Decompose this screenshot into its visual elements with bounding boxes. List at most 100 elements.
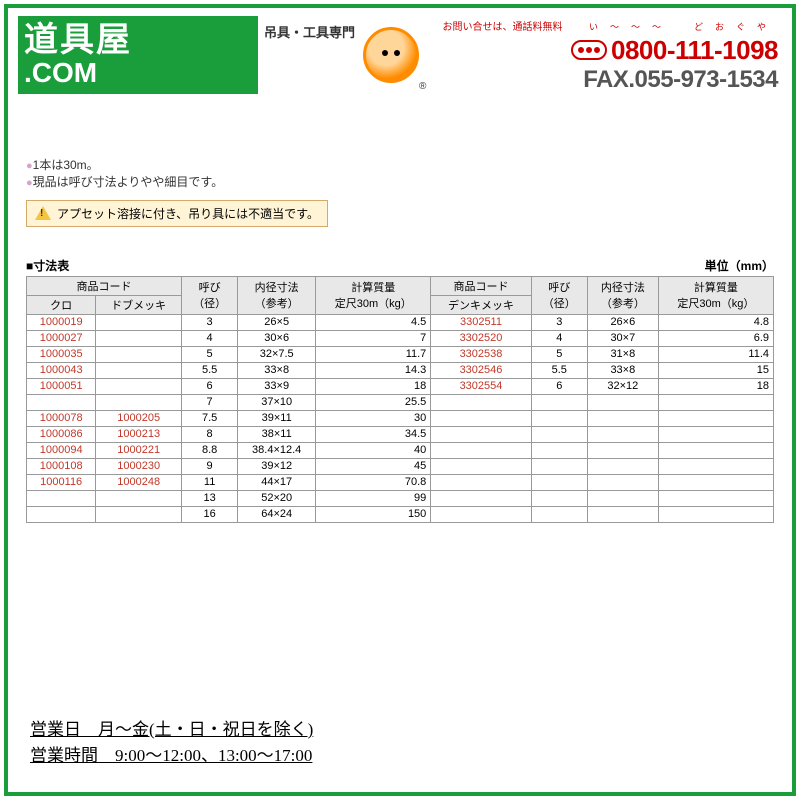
note-1: 1本は30m。: [33, 158, 99, 172]
cell-naikei2: [587, 426, 658, 442]
th-mass2: 計算質量定尺30m（kg）: [658, 276, 773, 314]
warning-icon: [35, 206, 51, 220]
cell-naikei: 33×9: [238, 378, 316, 394]
table-row: 100011610002481144×1770.8: [27, 474, 774, 490]
cell-mass2: 18: [658, 378, 773, 394]
cell-kuro: 1000027: [27, 330, 96, 346]
cell-naikei: 30×6: [238, 330, 316, 346]
cell-naikei: 38.4×12.4: [238, 442, 316, 458]
cell-mass2: 6.9: [658, 330, 773, 346]
phone-number: 0800-111-1098: [611, 35, 778, 66]
cell-denki: [431, 474, 531, 490]
cell-kuro: 1000116: [27, 474, 96, 490]
cell-yobi2: 3: [531, 314, 587, 330]
cell-denki: 3302520: [431, 330, 531, 346]
cell-kuro: [27, 506, 96, 522]
th-code: 商品コード: [27, 276, 182, 295]
cell-dobu: [96, 490, 182, 506]
cell-mass: 14.3: [316, 362, 431, 378]
cell-denki: 3302554: [431, 378, 531, 394]
cell-yobi: 7.5: [182, 410, 238, 426]
cell-yobi: 3: [182, 314, 238, 330]
table-title: ■寸法表: [26, 257, 69, 274]
cell-mass: 4.5: [316, 314, 431, 330]
cell-naikei: 44×17: [238, 474, 316, 490]
cell-yobi: 8.8: [182, 442, 238, 458]
th-naikei2: 内径寸法（参考）: [587, 276, 658, 314]
cell-kuro: 1000043: [27, 362, 96, 378]
bullet-icon: ●: [26, 177, 33, 189]
registered-mark: ®: [419, 81, 426, 92]
table-row: 1664×24150: [27, 506, 774, 522]
cell-yobi: 6: [182, 378, 238, 394]
cell-kuro: 1000035: [27, 346, 96, 362]
cell-denki: [431, 506, 531, 522]
cell-naikei2: 26×6: [587, 314, 658, 330]
cell-mass: 99: [316, 490, 431, 506]
cell-kuro: 1000078: [27, 410, 96, 426]
cell-yobi2: [531, 410, 587, 426]
cell-yobi: 5.5: [182, 362, 238, 378]
cell-mass: 18: [316, 378, 431, 394]
table-row: 737×1025.5: [27, 394, 774, 410]
cell-mass2: [658, 410, 773, 426]
cell-dobu: 1000213: [96, 426, 182, 442]
cell-yobi: 4: [182, 330, 238, 346]
table-row: 1000019326×54.53302511326×64.8: [27, 314, 774, 330]
cell-kuro: 1000094: [27, 442, 96, 458]
cell-naikei2: 31×8: [587, 346, 658, 362]
cell-kuro: 1000108: [27, 458, 96, 474]
cell-denki: [431, 410, 531, 426]
th-kuro: クロ: [27, 295, 96, 314]
header: 道具屋 .COM 吊具・工具専門 ® お問い合せは、通話料無料 い〜〜〜 どおぐ…: [8, 8, 792, 105]
page-frame: 道具屋 .COM 吊具・工具専門 ® お問い合せは、通話料無料 い〜〜〜 どおぐ…: [4, 4, 796, 796]
th-code2: 商品コード: [431, 276, 531, 295]
cell-dobu: [96, 506, 182, 522]
cell-mass: 30: [316, 410, 431, 426]
cell-naikei2: [587, 474, 658, 490]
cell-denki: [431, 394, 531, 410]
th-naikei: 内径寸法（参考）: [238, 276, 316, 314]
table-row: 100009410002218.838.4×12.440: [27, 442, 774, 458]
cell-dobu: 1000230: [96, 458, 182, 474]
cell-denki: [431, 442, 531, 458]
contact-block: お問い合せは、通話料無料 い〜〜〜 どおぐや 0800-111-1098 FAX…: [443, 17, 782, 94]
cell-yobi2: [531, 506, 587, 522]
cell-mass2: [658, 458, 773, 474]
notes: ●1本は30m。 ●現品は呼び寸法よりやや細目です。: [26, 157, 774, 192]
cell-naikei: 38×11: [238, 426, 316, 442]
cell-dobu: [96, 346, 182, 362]
cell-mass: 34.5: [316, 426, 431, 442]
logo: 道具屋 .COM: [18, 16, 258, 94]
cell-mass: 45: [316, 458, 431, 474]
table-row: 1352×2099: [27, 490, 774, 506]
cell-dobu: 1000205: [96, 410, 182, 426]
cell-mass2: [658, 426, 773, 442]
cell-dobu: [96, 378, 182, 394]
cell-mass: 70.8: [316, 474, 431, 490]
content: ●1本は30m。 ●現品は呼び寸法よりやや細目です。 アプセット溶接に付き、吊り…: [8, 105, 792, 531]
table-row: 1000027430×673302520430×76.9: [27, 330, 774, 346]
cell-dobu: [96, 362, 182, 378]
cell-naikei2: [587, 506, 658, 522]
cell-denki: 3302538: [431, 346, 531, 362]
warning-box: アプセット溶接に付き、吊り具には不適当です。: [26, 200, 328, 227]
cell-naikei: 39×11: [238, 410, 316, 426]
fax-number: FAX.055-973-1534: [443, 66, 778, 94]
cell-naikei: 39×12: [238, 458, 316, 474]
cell-yobi: 5: [182, 346, 238, 362]
cell-dobu: [96, 314, 182, 330]
cell-mass: 25.5: [316, 394, 431, 410]
th-mass: 計算質量定尺30m（kg）: [316, 276, 431, 314]
logo-line1: 道具屋: [24, 23, 258, 57]
cell-denki: 3302511: [431, 314, 531, 330]
cell-mass2: [658, 442, 773, 458]
cell-denki: [431, 490, 531, 506]
cell-kuro: [27, 490, 96, 506]
cell-naikei2: [587, 410, 658, 426]
table-row: 1000051633×9183302554632×1218: [27, 378, 774, 394]
cell-yobi2: [531, 394, 587, 410]
cell-kuro: 1000019: [27, 314, 96, 330]
business-hours: 営業時間 9:00～12:00、13:00～17:00: [30, 743, 313, 769]
footer: 営業日 月～金(土・日・祝日を除く) 営業時間 9:00～12:00、13:00…: [30, 717, 313, 768]
